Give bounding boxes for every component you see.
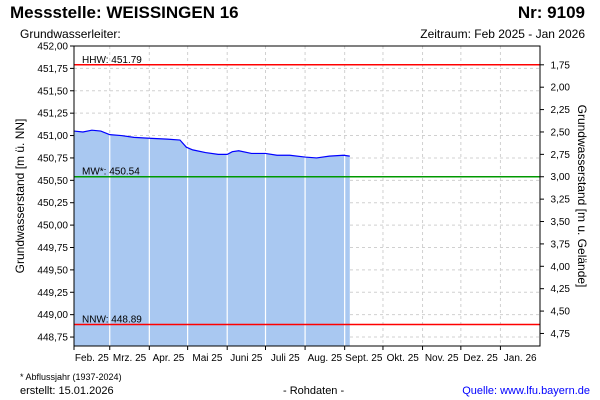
y2-tick-label: 4,25 [551, 284, 571, 295]
y-tick-label: 449,75 [37, 243, 68, 254]
y-tick-label: 451,25 [37, 109, 68, 120]
aquifer-label: Grundwasserleiter: [20, 27, 121, 41]
y-tick-label: 451,50 [37, 86, 68, 97]
station-number: Nr: 9109 [517, 3, 585, 22]
footnote: * Abflussjahr (1937-2024) [20, 372, 122, 382]
station-title: Messstelle: WEISSINGEN 16 [10, 3, 239, 22]
reference-label: MW*: 450.54 [82, 167, 140, 178]
y-tick-label: 448,75 [37, 333, 68, 344]
y2-tick-label: 2,50 [551, 127, 571, 138]
x-tick-label: Juni 25 [230, 353, 263, 364]
y-tick-label: 451,00 [37, 131, 68, 142]
y-tick-label: 449,50 [37, 265, 68, 276]
x-tick-label: Nov. 25 [425, 353, 459, 364]
groundwater-line [73, 129, 350, 159]
x-tick-label: Juli 25 [271, 353, 300, 364]
y-tick-label: 450,75 [37, 153, 68, 164]
x-tick-label: Apr. 25 [153, 353, 185, 364]
x-tick-label: Jan. 26 [504, 353, 537, 364]
y2-tick-label: 3,50 [551, 217, 571, 228]
reference-label: HHW: 451.79 [82, 55, 142, 66]
y-tick-label: 450,25 [37, 198, 68, 209]
data-status: - Rohdaten - [283, 385, 345, 397]
y-tick-label: 449,25 [37, 288, 68, 299]
y2-tick-label: 3,00 [551, 172, 571, 183]
source-link[interactable]: Quelle: www.lfu.bayern.de [462, 385, 590, 397]
period-label: Zeitraum: Feb 2025 - Jan 2026 [420, 27, 585, 41]
y-axis-title: Grundwasserstand [m ü. NN] [13, 119, 27, 274]
groundwater-area [74, 130, 350, 346]
reference-label: NNW: 448.89 [82, 315, 142, 326]
y-tick-label: 449,00 [37, 310, 68, 321]
y2-tick-label: 3,25 [551, 195, 571, 206]
y-tick-label: 450,50 [37, 176, 68, 187]
y-tick-label: 452,00 [37, 42, 68, 53]
y2-tick-label: 2,25 [551, 105, 571, 116]
x-tick-label: Sept. 25 [345, 353, 383, 364]
y2-tick-label: 2,00 [551, 83, 571, 94]
y-tick-label: 450,00 [37, 221, 68, 232]
x-tick-label: Aug. 25 [308, 353, 343, 364]
x-tick-label: Mrz. 25 [113, 353, 147, 364]
y2-tick-label: 3,75 [551, 239, 571, 250]
y2-axis-title: Grundwasserstand [m u. Gelände] [575, 105, 589, 288]
y2-tick-label: 2,75 [551, 150, 571, 161]
x-tick-label: Dez. 25 [463, 353, 498, 364]
y2-tick-label: 4,50 [551, 307, 571, 318]
y2-tick-label: 4,00 [551, 262, 571, 273]
x-tick-label: Okt. 25 [387, 353, 420, 364]
x-tick-label: Mai 25 [192, 353, 222, 364]
plot-border [73, 45, 541, 347]
created-date: erstellt: 15.01.2026 [20, 385, 114, 397]
y2-tick-label: 1,75 [551, 60, 571, 71]
x-tick-label: Feb. 25 [75, 353, 109, 364]
y2-tick-label: 4,75 [551, 329, 571, 340]
y-tick-label: 451,75 [37, 64, 68, 75]
